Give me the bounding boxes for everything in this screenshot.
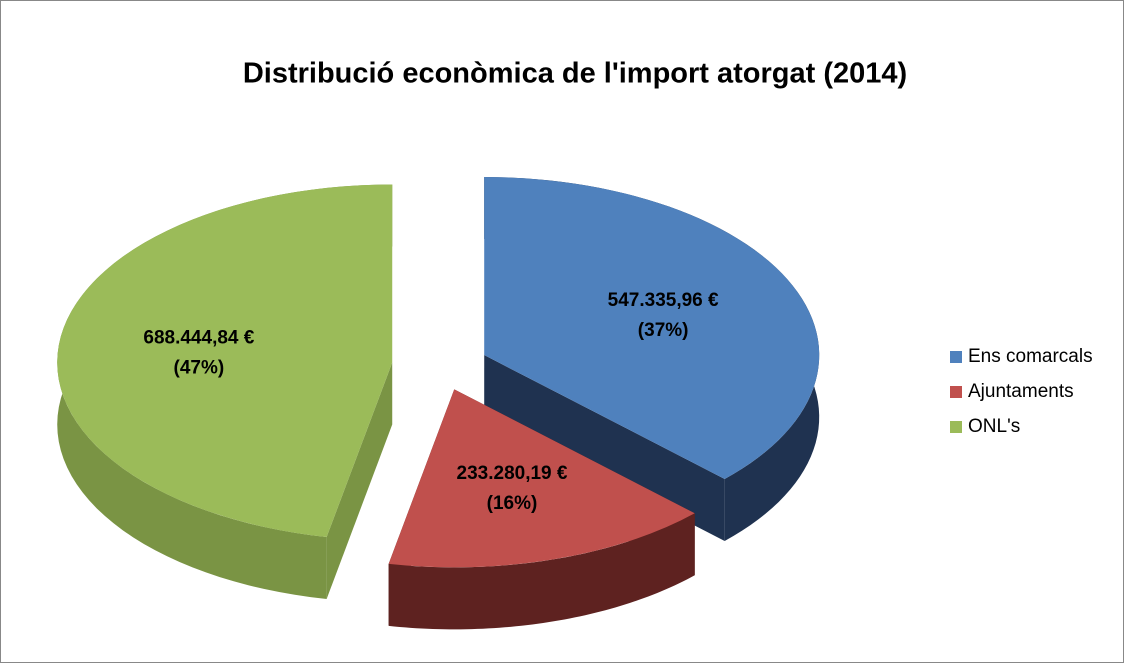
slice bbox=[388, 389, 695, 568]
data-label-percent: (16%) bbox=[487, 493, 538, 514]
chart-title: Distribució econòmica de l'import atorga… bbox=[243, 58, 907, 90]
data-label: 547.335,96 € bbox=[608, 290, 719, 311]
slice bbox=[57, 184, 393, 538]
legend-label: Ajuntaments bbox=[968, 381, 1074, 402]
slice-outer-wall bbox=[388, 513, 695, 630]
legend-label: ONL's bbox=[968, 416, 1020, 437]
slice bbox=[484, 177, 820, 479]
legend-swatch bbox=[950, 351, 962, 363]
data-label: 688.444,84 € bbox=[143, 327, 254, 348]
legend-swatch bbox=[950, 421, 962, 433]
slice-radial-wall bbox=[326, 362, 393, 600]
data-label-percent: (47%) bbox=[174, 357, 225, 378]
legend-label: Ens comarcals bbox=[968, 346, 1093, 367]
data-label-percent: (37%) bbox=[638, 320, 689, 341]
data-label: 233.280,19 € bbox=[457, 463, 568, 484]
legend-swatch bbox=[950, 386, 962, 398]
slice-radial-wall bbox=[484, 355, 725, 541]
